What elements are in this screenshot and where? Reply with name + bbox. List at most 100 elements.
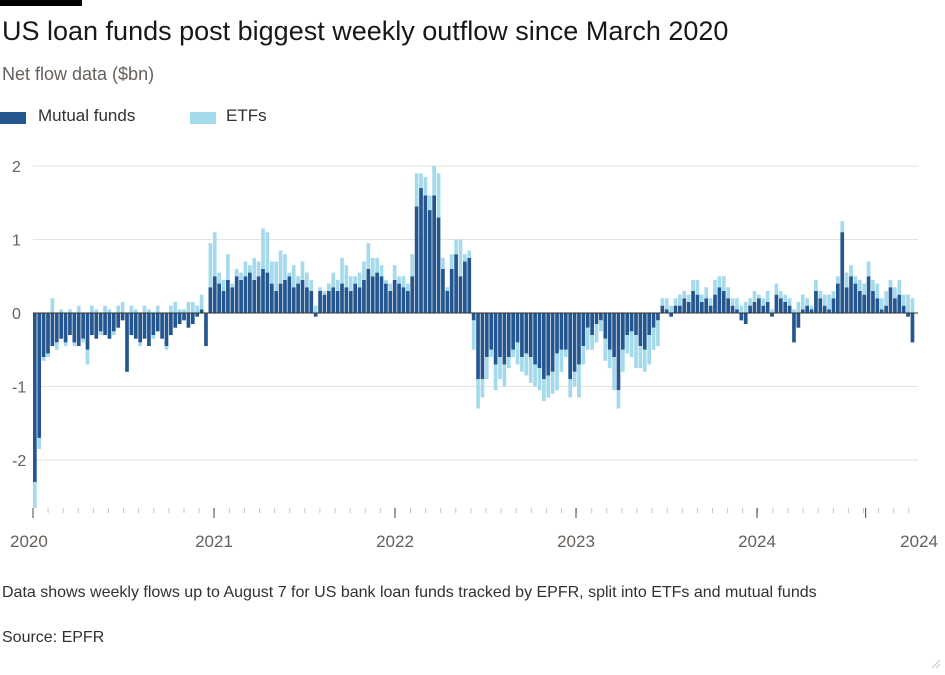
bar-mutual-funds (432, 195, 436, 313)
bar-etfs (664, 298, 669, 310)
bar-mutual-funds (528, 313, 533, 358)
bar-etfs (59, 309, 64, 313)
bar-etfs (230, 283, 235, 288)
bar-etfs (550, 371, 555, 394)
bar-mutual-funds (616, 313, 621, 391)
bar-mutual-funds (805, 305, 809, 313)
bar-etfs (287, 272, 292, 277)
bar-etfs (37, 437, 42, 449)
bar-etfs (533, 364, 537, 387)
bar-mutual-funds (335, 290, 340, 313)
bar-mutual-funds (186, 313, 191, 328)
bar-mutual-funds (248, 272, 252, 313)
bar-etfs (54, 342, 59, 350)
bar-mutual-funds (699, 301, 704, 313)
resize-handle-icon[interactable] (929, 657, 941, 669)
bar-etfs (555, 353, 559, 391)
bar-mutual-funds (252, 279, 257, 313)
bar-etfs (669, 305, 673, 313)
bar-etfs (419, 173, 423, 189)
bar-etfs (634, 335, 638, 369)
bar-etfs (599, 320, 603, 332)
bar-mutual-funds (515, 313, 520, 343)
bar-mutual-funds (708, 305, 713, 313)
bar-etfs (511, 349, 515, 358)
bar-etfs (603, 338, 608, 361)
bar-etfs (542, 379, 546, 402)
bar-mutual-funds (419, 188, 423, 313)
bar-etfs (85, 349, 90, 365)
bar-etfs (621, 349, 625, 372)
bar-etfs (520, 357, 524, 372)
bar-mutual-funds (300, 279, 305, 313)
bar-mutual-funds (208, 287, 213, 313)
bar-mutual-funds (129, 313, 134, 336)
bar-etfs (704, 287, 709, 299)
bar-etfs (164, 346, 169, 350)
bar-mutual-funds (866, 276, 871, 313)
bar-mutual-funds (893, 298, 897, 313)
bar-etfs (752, 290, 757, 302)
bar-mutual-funds (274, 290, 279, 313)
bar-etfs (879, 298, 884, 310)
bar-mutual-funds (695, 294, 700, 314)
y-tick-label: -2 (12, 453, 26, 470)
bar-mutual-funds (836, 283, 840, 313)
bar-mutual-funds (673, 305, 678, 313)
bar-mutual-funds (190, 313, 195, 325)
bar-mutual-funds (783, 301, 788, 313)
bar-etfs (269, 261, 274, 284)
bar-mutual-funds (888, 287, 893, 313)
bar-mutual-funds (590, 313, 594, 336)
bar-mutual-funds (111, 313, 116, 332)
bar-etfs (331, 272, 336, 288)
bar-mutual-funds (392, 279, 397, 313)
bar-etfs (366, 243, 371, 269)
bar-mutual-funds (458, 276, 463, 313)
bar-etfs (686, 294, 691, 302)
bar-mutual-funds (199, 309, 204, 313)
bar-mutual-funds (291, 287, 296, 313)
bar-etfs (822, 294, 827, 306)
bar-mutual-funds (498, 313, 502, 358)
bar-etfs (98, 331, 103, 336)
bar-etfs (660, 298, 665, 306)
bar-mutual-funds (884, 305, 888, 313)
bar-etfs (405, 283, 410, 291)
bar-mutual-funds (116, 313, 121, 328)
bar-etfs (397, 276, 401, 284)
bar-etfs (217, 272, 221, 284)
bar-etfs (559, 349, 564, 372)
bar-etfs (401, 276, 406, 288)
bar-etfs (335, 279, 340, 291)
bar-mutual-funds (54, 313, 59, 343)
bar-mutual-funds (546, 313, 551, 376)
bar-mutual-funds (151, 313, 156, 336)
bar-etfs (612, 357, 616, 391)
bar-etfs (142, 305, 147, 313)
bar-etfs (309, 279, 314, 291)
bar-etfs (138, 342, 142, 347)
bar-etfs (840, 221, 845, 233)
bar-mutual-funds (629, 313, 634, 332)
legend-swatch-etfs (190, 112, 216, 124)
bar-etfs (888, 279, 893, 288)
bar-mutual-funds (467, 257, 472, 314)
bar-mutual-funds (713, 294, 717, 314)
bar-etfs (388, 283, 393, 291)
bar-mutual-funds (318, 290, 322, 313)
bar-mutual-funds (647, 313, 652, 336)
top-accent-bar (0, 0, 82, 6)
bar-etfs (90, 305, 94, 313)
bar-etfs (761, 298, 766, 306)
bar-mutual-funds (493, 313, 498, 365)
bar-etfs (274, 261, 279, 291)
bar-mutual-funds (94, 313, 99, 339)
bar-mutual-funds (405, 290, 410, 313)
bar-chart: 2 1 0 -1 -2 2020 2021 2022 2023 2024 2024 (10, 159, 938, 551)
bar-etfs (423, 177, 428, 196)
bar-etfs (107, 309, 112, 313)
bar-mutual-funds (765, 301, 770, 313)
legend-label-mutual-funds: Mutual funds (38, 106, 136, 125)
bar-etfs (546, 375, 551, 398)
